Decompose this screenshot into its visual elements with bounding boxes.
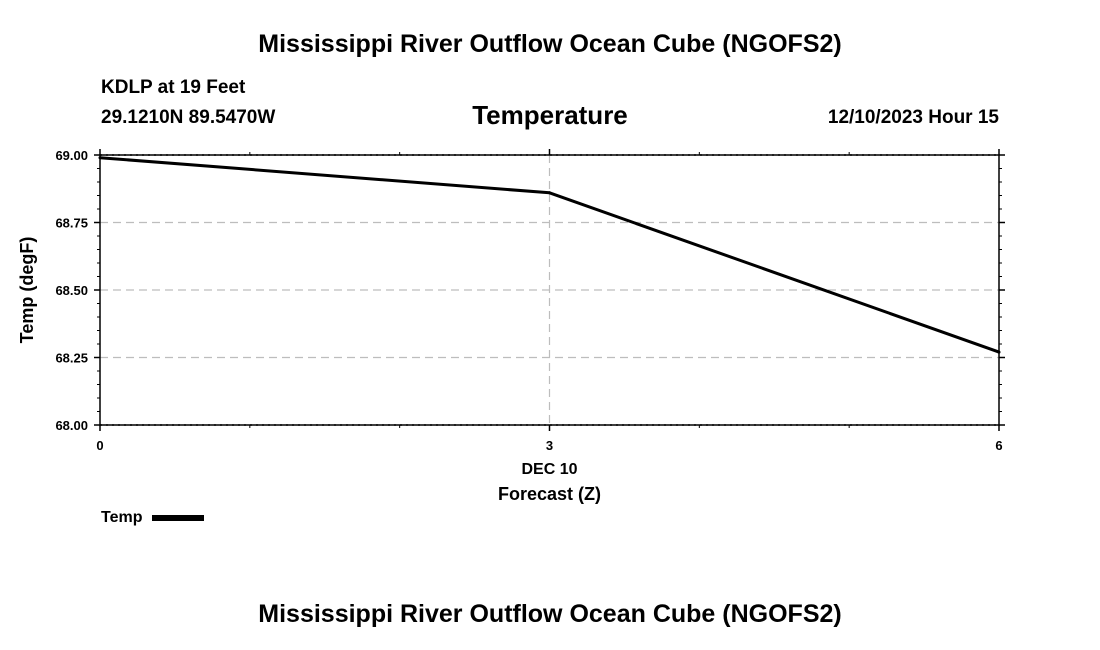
- x-tick-label: 0: [96, 438, 103, 453]
- legend-entry-temp: Temp: [101, 509, 143, 526]
- x-tick-label: 6: [995, 438, 1002, 453]
- chart-title: Temperature: [472, 100, 628, 130]
- legend-swatch-temp: [152, 515, 205, 521]
- y-tick-label: 68.25: [55, 351, 88, 366]
- data-point: [997, 350, 1001, 354]
- y-tick-label: 69.00: [55, 148, 88, 163]
- page-title-top: Mississippi River Outflow Ocean Cube (NG…: [258, 30, 842, 58]
- data-point: [548, 191, 551, 195]
- y-tick-label: 68.00: [55, 418, 88, 433]
- y-tick-label: 68.75: [55, 216, 88, 231]
- coordinates-label: 29.1210N 89.5470W: [101, 107, 276, 128]
- data-point: [98, 156, 102, 160]
- y-tick-label: 68.50: [55, 283, 88, 298]
- legend: Temp: [101, 509, 205, 527]
- x-axis-date-label: DEC 10: [521, 461, 577, 478]
- x-axis-label: Forecast (Z): [498, 484, 601, 504]
- series-layer: [98, 156, 1001, 354]
- page-title-bottom: Mississippi River Outflow Ocean Cube (NG…: [258, 600, 842, 628]
- y-axis-ticks: 68.00 68.25 68.50 68.75 69.00: [55, 148, 1005, 433]
- x-axis-ticks: 0 3 6: [96, 149, 1003, 453]
- y-axis-label: Temp (degF): [17, 237, 37, 344]
- x-tick-label: 3: [546, 438, 553, 453]
- grid-lines: [100, 154, 999, 426]
- station-label: KDLP at 19 Feet: [101, 77, 246, 98]
- valid-time-label: 12/10/2023 Hour 15: [827, 107, 999, 128]
